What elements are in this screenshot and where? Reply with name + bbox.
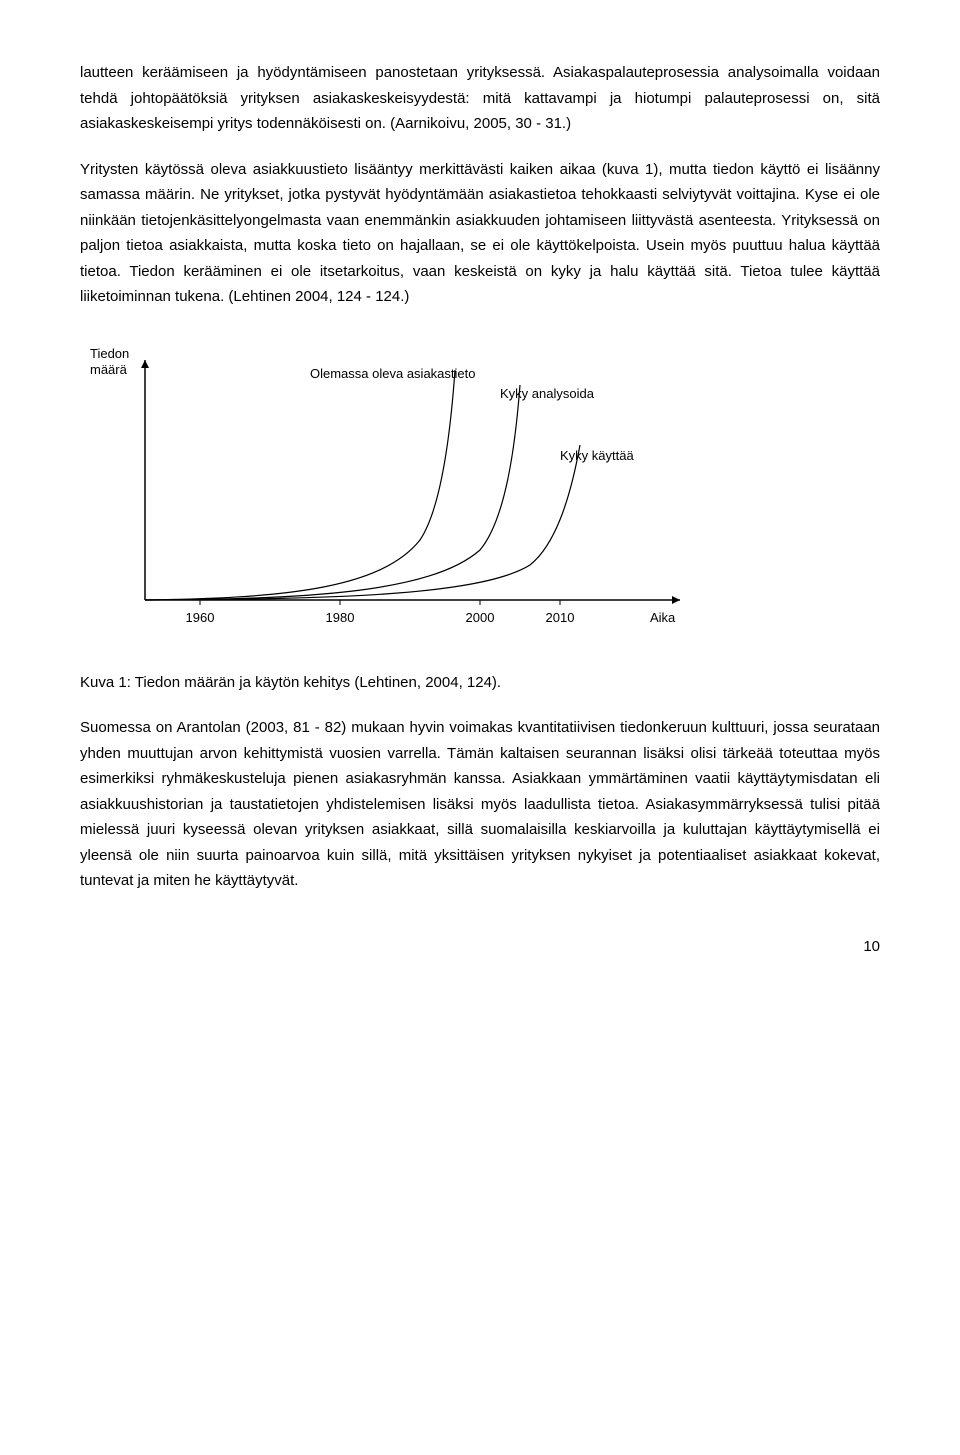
svg-text:1960: 1960 <box>186 610 215 625</box>
svg-text:2010: 2010 <box>546 610 575 625</box>
svg-text:1980: 1980 <box>326 610 355 625</box>
svg-text:Kyky analysoida: Kyky analysoida <box>500 386 595 401</box>
svg-text:Aika: Aika <box>650 610 676 625</box>
svg-text:2000: 2000 <box>466 610 495 625</box>
figure-caption: Kuva 1: Tiedon määrän ja käytön kehitys … <box>80 670 880 696</box>
svg-text:Tiedon: Tiedon <box>90 346 129 361</box>
paragraph-3: Suomessa on Arantolan (2003, 81 - 82) mu… <box>80 715 880 894</box>
svg-text:Olemassa oleva asiakastieto: Olemassa oleva asiakastieto <box>310 366 475 381</box>
svg-text:määrä: määrä <box>90 362 128 377</box>
paragraph-1: lautteen keräämiseen ja hyödyntämiseen p… <box>80 60 880 137</box>
line-chart: Tiedonmäärä 1960 1980 2000 2010 Aika Olemassa … <box>80 340 720 640</box>
page-number: 10 <box>80 934 880 960</box>
paragraph-2: Yritysten käytössä oleva asiakkuustieto … <box>80 157 880 310</box>
chart-figure: Tiedonmäärä 1960 1980 2000 2010 Aika Olemassa … <box>80 340 880 640</box>
svg-text:Kyky käyttää: Kyky käyttää <box>560 448 634 463</box>
